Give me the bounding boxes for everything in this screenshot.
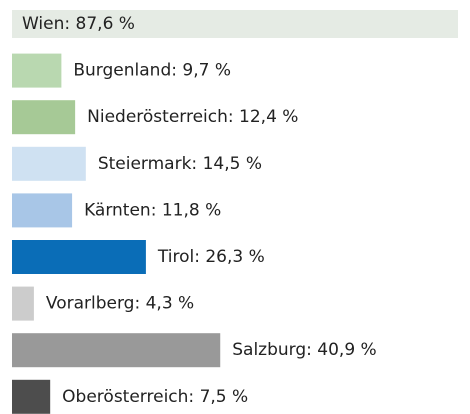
bar xyxy=(12,240,146,274)
category-label: Burgenland xyxy=(73,61,171,81)
category-label: Tirol xyxy=(157,247,194,267)
bar xyxy=(12,10,458,38)
category-label: Niederösterreich xyxy=(87,107,228,127)
value-label: 9,7 % xyxy=(182,61,231,81)
bar-label: Vorarlberg: 4,3 % xyxy=(46,294,194,314)
value-label: 87,6 % xyxy=(76,14,135,34)
bar-label: Wien: 87,6 % xyxy=(22,14,135,34)
bar-label: Oberösterreich: 7,5 % xyxy=(62,387,248,407)
value-label: 7,5 % xyxy=(200,387,249,407)
bar-label: Kärnten: 11,8 % xyxy=(84,200,221,220)
bar xyxy=(12,193,73,228)
bar-label: Burgenland: 9,7 % xyxy=(73,61,231,81)
category-label: Kärnten xyxy=(84,200,151,220)
bar-label: Niederösterreich: 12,4 % xyxy=(87,107,298,127)
bar-label: Tirol: 26,3 % xyxy=(157,247,265,267)
bar-label: Salzburg: 40,9 % xyxy=(232,340,376,360)
bar xyxy=(12,286,34,321)
bar xyxy=(12,333,221,368)
value-label: 12,4 % xyxy=(239,107,298,127)
value-label: 14,5 % xyxy=(203,154,262,174)
bar-label: Steiermark: 14,5 % xyxy=(98,154,262,174)
category-label: Salzburg xyxy=(232,340,306,360)
category-label: Vorarlberg xyxy=(46,294,135,314)
value-label: 11,8 % xyxy=(162,200,221,220)
category-label: Steiermark xyxy=(98,154,192,174)
value-label: 4,3 % xyxy=(146,294,195,314)
category-label: Wien xyxy=(22,14,64,34)
bar xyxy=(12,100,76,135)
value-label: 26,3 % xyxy=(205,247,264,267)
bar xyxy=(12,146,86,181)
value-label: 40,9 % xyxy=(317,340,376,360)
bar xyxy=(12,53,62,88)
category-label: Oberösterreich xyxy=(62,387,188,407)
bar xyxy=(12,379,51,414)
